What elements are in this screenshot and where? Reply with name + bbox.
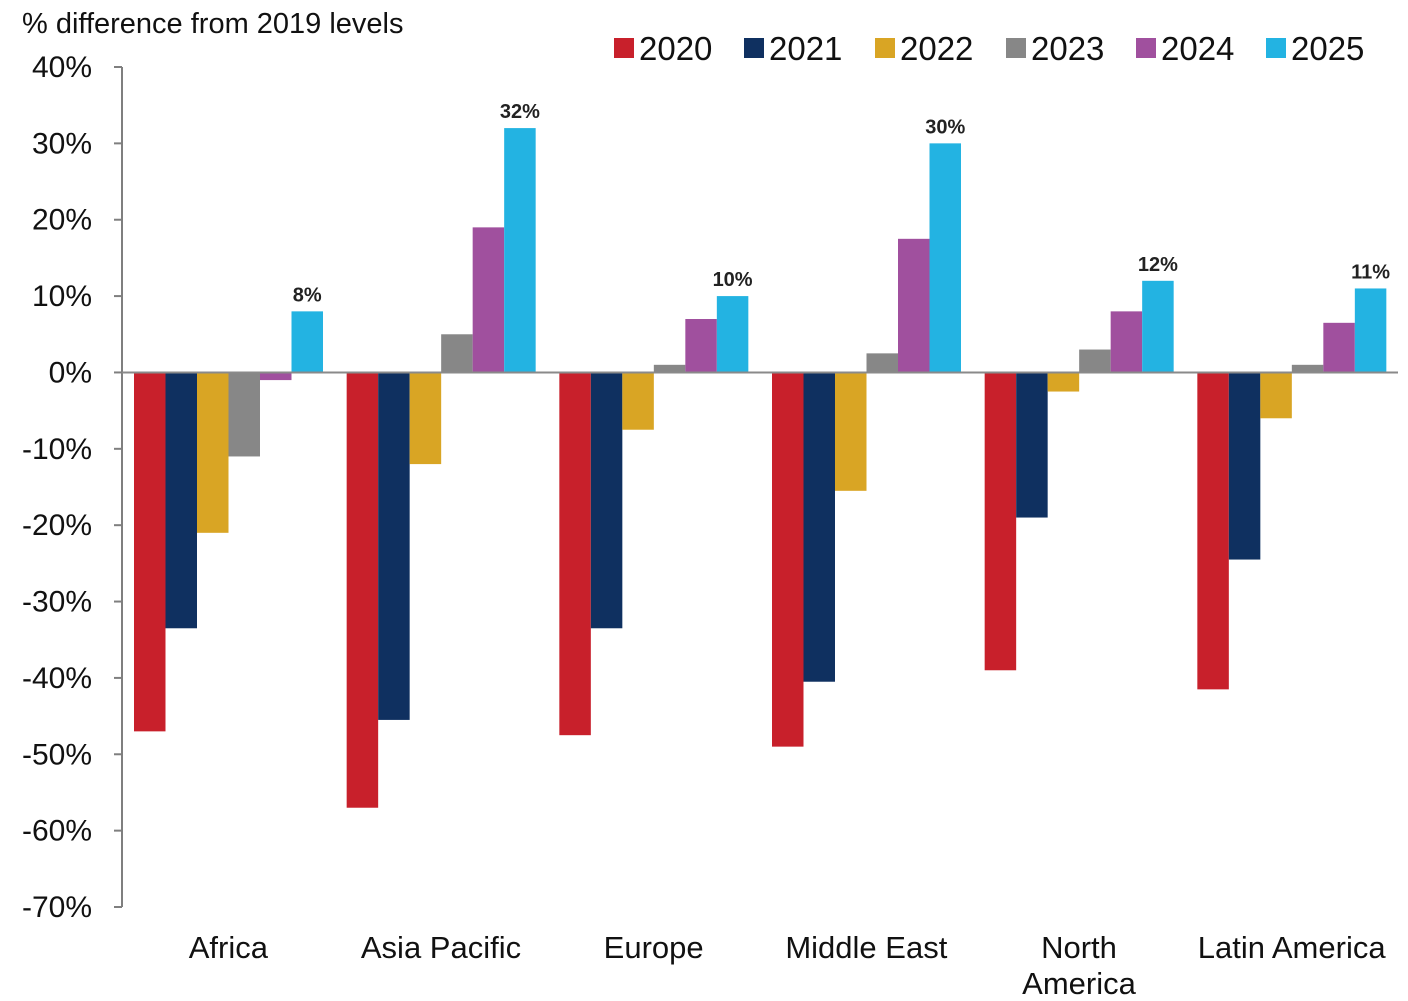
bar-2022-asia-pacific (409, 372, 442, 465)
bar-2022-north-america (1047, 372, 1080, 392)
y-tick-label: -10% (22, 433, 92, 466)
data-label-africa: 8% (293, 284, 322, 306)
bar-2024-africa (260, 372, 292, 381)
bar-2021-middle-east (803, 372, 835, 682)
bar-2021-latin-america (1228, 372, 1261, 560)
bar-2025-europe (716, 296, 749, 373)
category-label: Africa (189, 930, 269, 965)
category-label: America (1022, 966, 1136, 1001)
bar-2024-europe (685, 319, 717, 373)
bar-2024-asia-pacific (472, 227, 505, 373)
y-tick-label: 0% (49, 356, 92, 389)
legend-swatch-2025 (1266, 38, 1286, 58)
y-tick-label: 20% (32, 204, 92, 237)
bar-2022-africa (197, 372, 229, 533)
legend: 2020 2021 2022 2023 2024 2025 (614, 30, 1364, 67)
bar-2023-africa (228, 372, 260, 457)
y-tick-label: -50% (22, 738, 92, 771)
y-tick-label: -40% (22, 662, 92, 695)
bar-2021-asia-pacific (378, 372, 410, 720)
bar-2020-africa (134, 372, 166, 732)
data-label-middle-east: 30% (925, 116, 965, 138)
bar-2022-europe (622, 372, 654, 430)
bar-2020-europe (559, 372, 591, 736)
legend-label-2021: 2021 (769, 30, 842, 67)
bar-2024-north-america (1110, 311, 1143, 373)
legend-label-2022: 2022 (900, 30, 973, 67)
bar-2025-north-america (1142, 280, 1174, 373)
category-label: Middle East (785, 930, 947, 965)
bar-2020-middle-east (772, 372, 804, 747)
y-tick-label: 30% (32, 127, 92, 160)
bar-2023-north-america (1079, 349, 1111, 373)
bar-2021-europe (590, 372, 623, 629)
y-tick-label: 40% (32, 51, 92, 84)
y-tick-label: -60% (22, 815, 92, 848)
bar-2025-africa (291, 311, 323, 373)
bar-2023-asia-pacific (441, 334, 473, 373)
bars (134, 128, 1387, 808)
bar-2024-latin-america (1323, 322, 1355, 373)
legend-swatch-2021 (744, 38, 764, 58)
legend-label-2025: 2025 (1291, 30, 1364, 67)
legend-label-2024: 2024 (1161, 30, 1234, 67)
bar-2020-north-america (984, 372, 1017, 671)
bar-2025-middle-east (929, 143, 961, 373)
y-tick-label: 10% (32, 280, 92, 313)
category-label: Europe (604, 930, 704, 965)
bar-2022-latin-america (1260, 372, 1292, 419)
legend-swatch-2023 (1006, 38, 1026, 58)
y-axis: 40% 30% 20% 10% 0% -10% -20% -30% -40% -50% -60% -7… (22, 51, 123, 924)
bar-2023-europe (653, 364, 686, 373)
category-label: Latin America (1198, 930, 1387, 965)
data-labels: 8% 32% 10% 30% 12% 11% (293, 101, 1390, 306)
y-tick-label: -20% (22, 509, 92, 542)
bar-2023-middle-east (866, 353, 898, 373)
legend-swatch-2020 (614, 38, 634, 58)
legend-swatch-2022 (875, 38, 895, 58)
bar-2023-latin-america (1291, 364, 1324, 373)
bar-2024-middle-east (898, 238, 930, 373)
bar-2025-latin-america (1354, 288, 1387, 373)
bar-2020-asia-pacific (346, 372, 379, 808)
category-label: Asia Pacific (361, 930, 521, 965)
data-label-europe: 10% (713, 269, 753, 291)
legend-label-2023: 2023 (1031, 30, 1104, 67)
y-axis-label: % difference from 2019 levels (22, 8, 404, 40)
data-label-north-america: 12% (1138, 254, 1178, 276)
bar-2022-middle-east (835, 372, 867, 491)
bar-2021-north-america (1016, 372, 1048, 518)
data-label-asia-pacific: 32% (500, 101, 540, 123)
x-axis: Africa Asia Pacific Europe Middle East North… (122, 371, 1398, 1001)
bar-2025-asia-pacific (504, 128, 536, 373)
bar-2021-africa (165, 372, 197, 629)
legend-label-2020: 2020 (639, 30, 712, 67)
category-label: North (1041, 930, 1117, 965)
data-label-latin-america: 11% (1351, 261, 1390, 283)
y-tick-label: -70% (22, 891, 92, 924)
bar-2020-latin-america (1197, 372, 1229, 690)
y-tick-label: -30% (22, 586, 92, 619)
legend-swatch-2024 (1136, 38, 1156, 58)
